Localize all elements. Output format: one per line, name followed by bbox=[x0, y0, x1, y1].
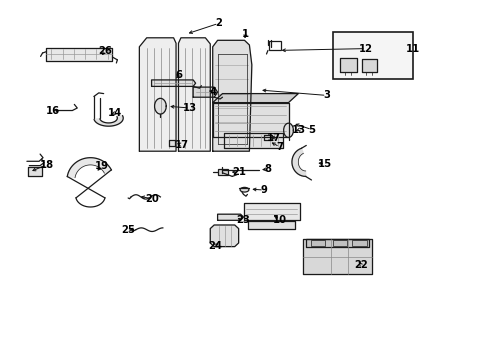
Text: 11: 11 bbox=[405, 44, 420, 54]
Polygon shape bbox=[212, 94, 298, 103]
Text: 13: 13 bbox=[292, 125, 305, 135]
Polygon shape bbox=[217, 214, 243, 220]
Bar bbox=[217, 169, 228, 175]
Text: 17: 17 bbox=[175, 140, 188, 150]
Polygon shape bbox=[291, 148, 305, 176]
Polygon shape bbox=[212, 103, 288, 137]
Text: 17: 17 bbox=[266, 132, 280, 143]
Polygon shape bbox=[224, 133, 282, 148]
Polygon shape bbox=[139, 38, 176, 151]
Polygon shape bbox=[154, 98, 166, 114]
Ellipse shape bbox=[240, 187, 248, 192]
Text: 6: 6 bbox=[175, 70, 182, 80]
Text: 20: 20 bbox=[145, 194, 159, 204]
Polygon shape bbox=[283, 123, 293, 138]
Polygon shape bbox=[67, 158, 111, 177]
Bar bbox=[268, 41, 281, 50]
Text: 7: 7 bbox=[276, 142, 283, 152]
Bar bbox=[351, 240, 366, 246]
Text: 10: 10 bbox=[272, 215, 286, 225]
Text: 12: 12 bbox=[358, 44, 372, 54]
Text: 3: 3 bbox=[323, 90, 329, 100]
Polygon shape bbox=[28, 167, 41, 176]
Polygon shape bbox=[243, 203, 299, 220]
Bar bbox=[332, 32, 412, 79]
Bar bbox=[310, 240, 325, 246]
Polygon shape bbox=[361, 59, 376, 72]
Text: 16: 16 bbox=[46, 105, 60, 116]
Polygon shape bbox=[264, 135, 271, 140]
Polygon shape bbox=[178, 38, 210, 151]
Polygon shape bbox=[168, 140, 175, 146]
Text: 2: 2 bbox=[215, 18, 222, 28]
Text: 23: 23 bbox=[236, 215, 250, 225]
Text: 14: 14 bbox=[107, 108, 122, 118]
Polygon shape bbox=[151, 80, 195, 86]
Text: 15: 15 bbox=[318, 159, 331, 169]
Text: 21: 21 bbox=[232, 167, 246, 177]
Polygon shape bbox=[94, 116, 123, 126]
Text: 18: 18 bbox=[40, 160, 53, 170]
Text: 22: 22 bbox=[353, 260, 367, 270]
Text: 4: 4 bbox=[209, 87, 216, 97]
Polygon shape bbox=[193, 87, 217, 97]
Polygon shape bbox=[210, 225, 238, 247]
Text: 5: 5 bbox=[308, 125, 315, 135]
Polygon shape bbox=[303, 239, 371, 274]
Bar bbox=[332, 240, 346, 246]
Polygon shape bbox=[248, 221, 294, 229]
Polygon shape bbox=[339, 58, 356, 72]
Polygon shape bbox=[305, 239, 368, 247]
Polygon shape bbox=[212, 40, 251, 151]
Text: 26: 26 bbox=[98, 46, 112, 56]
Text: 13: 13 bbox=[183, 103, 196, 113]
Text: 24: 24 bbox=[208, 240, 222, 251]
Text: 1: 1 bbox=[242, 29, 248, 39]
Text: 8: 8 bbox=[264, 164, 271, 174]
Text: 25: 25 bbox=[121, 225, 135, 235]
Polygon shape bbox=[46, 48, 112, 61]
Text: 9: 9 bbox=[260, 185, 267, 195]
Text: 19: 19 bbox=[95, 161, 108, 171]
